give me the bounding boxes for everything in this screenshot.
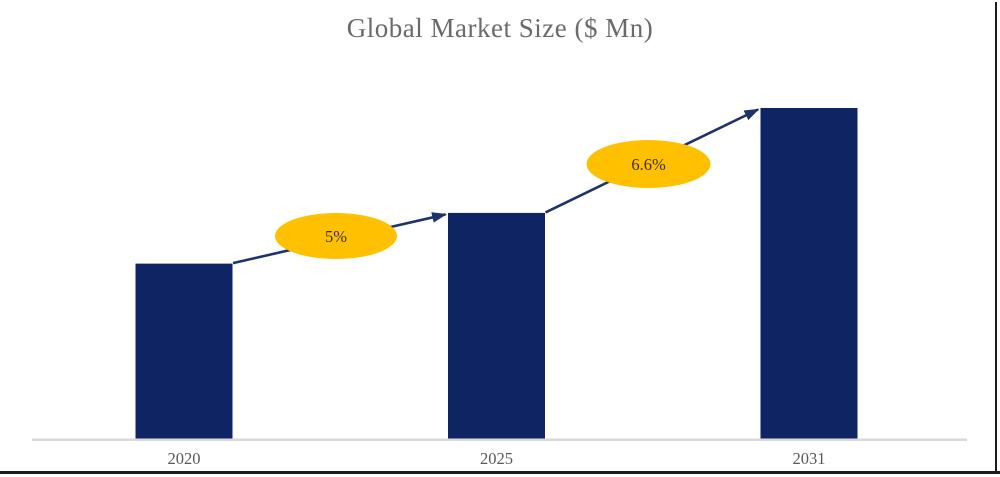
bar-2025	[448, 212, 545, 439]
category-label-2031: 2031	[793, 449, 826, 468]
bar-2031	[760, 108, 858, 439]
screenshot-border-bottom	[0, 471, 1000, 474]
screenshot-border-right	[995, 2, 997, 474]
cagr-ellipse-2020-2025	[275, 213, 397, 259]
bar-2020	[135, 263, 233, 439]
category-label-2020: 2020	[168, 449, 201, 468]
cagr-ellipse-2025-2031	[586, 140, 711, 188]
cagr-label-2025-2031: 6.6%	[631, 155, 666, 174]
category-label-2025: 2025	[480, 449, 513, 468]
chart-title: Global Market Size ($ Mn)	[346, 13, 654, 43]
cagr-label-2020-2025: 5%	[325, 227, 347, 246]
